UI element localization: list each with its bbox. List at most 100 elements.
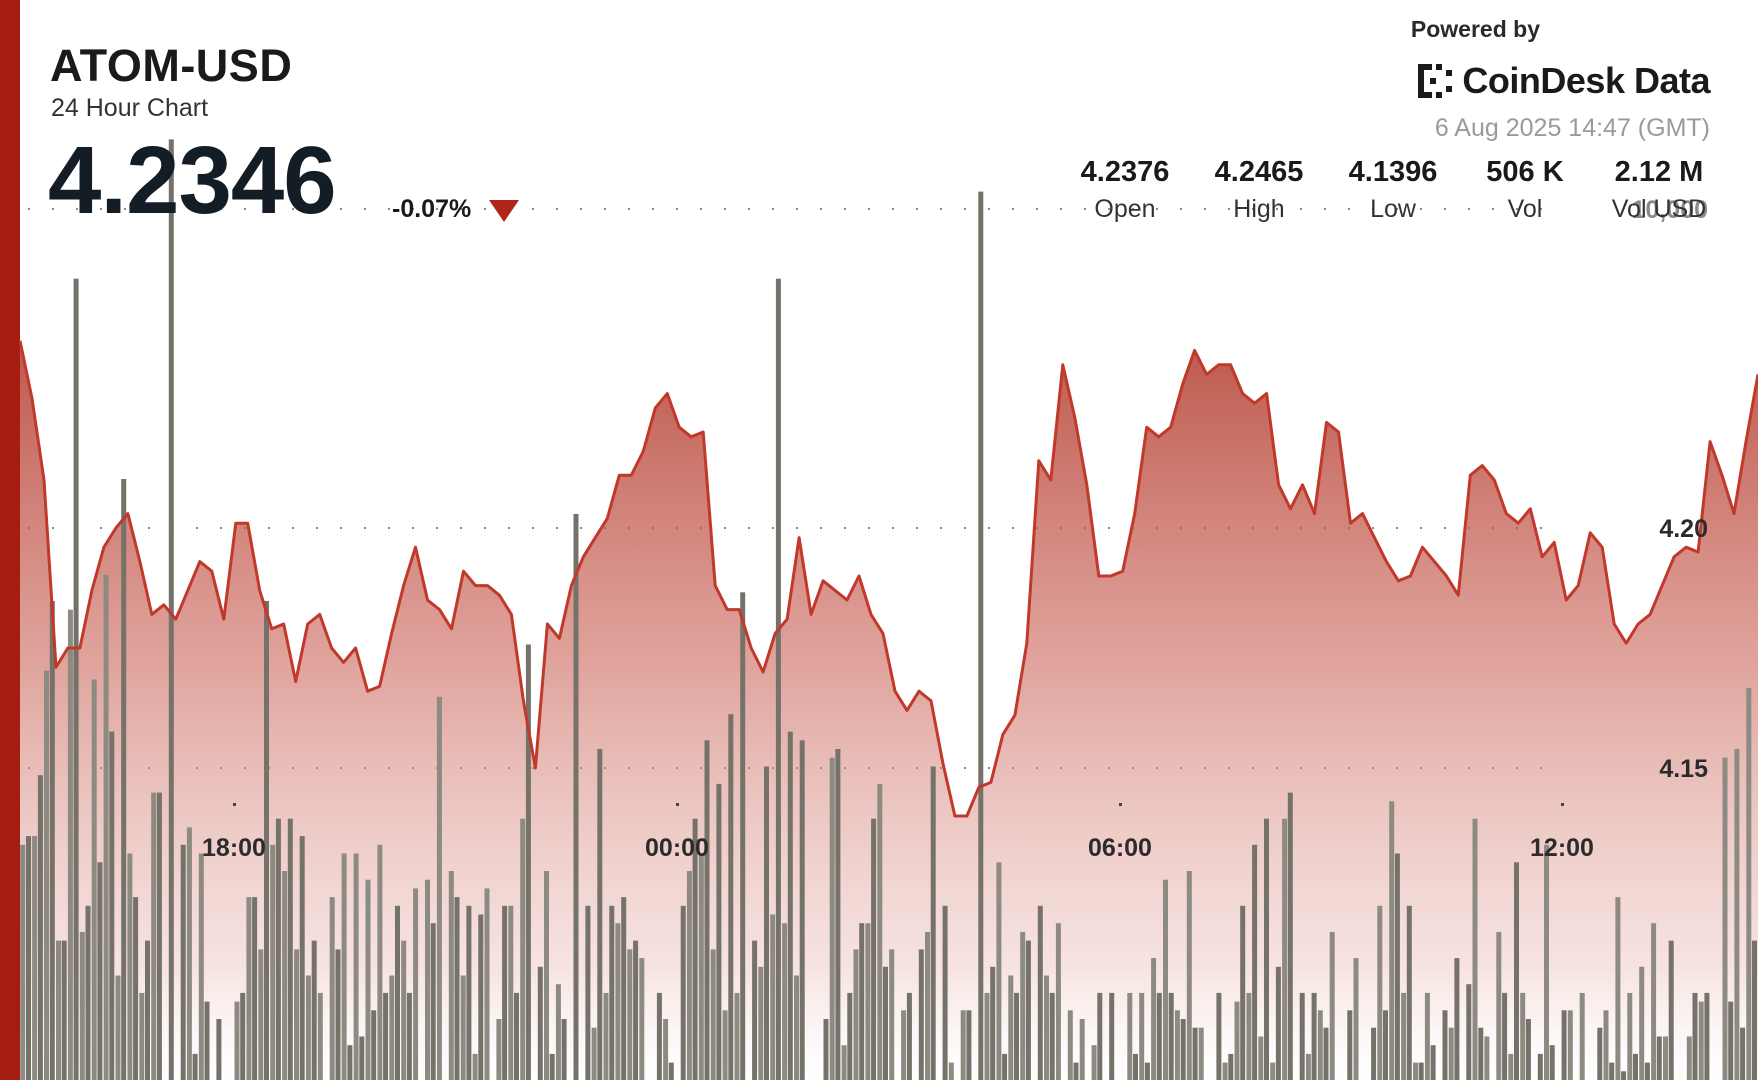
volume-bar (1234, 1001, 1240, 1080)
price-change-percent: -0.07% (392, 195, 472, 223)
volume-bar (1537, 1053, 1543, 1080)
volume-bar (234, 1001, 240, 1080)
volume-bar (1627, 992, 1633, 1080)
volume-bar (1686, 1036, 1692, 1080)
volume-bar (633, 940, 639, 1080)
volume-bar (371, 1010, 377, 1080)
volume-bar (121, 479, 127, 1080)
volume-bar (151, 792, 157, 1080)
volume-bar (508, 905, 514, 1080)
timestamp: 6 Aug 2025 14:47 (GMT) (1434, 114, 1710, 142)
volume-bar (1371, 1027, 1377, 1080)
coindesk-logo-icon (1418, 64, 1453, 98)
volume-bar (942, 905, 948, 1080)
volume-bar (1389, 801, 1395, 1080)
stat-open-label: Open (1094, 195, 1156, 223)
volume-bar (383, 992, 389, 1080)
volume-bar (1025, 940, 1031, 1080)
volume-bar (1609, 1062, 1615, 1080)
volume-bar (829, 757, 835, 1080)
volume-bar (287, 818, 293, 1080)
volume-bar (1014, 992, 1019, 1080)
volume-bar (573, 513, 579, 1080)
volume-bar (1466, 984, 1472, 1080)
volume-bar (240, 992, 246, 1080)
volume-bar (1722, 757, 1728, 1080)
volume-bar (347, 1045, 353, 1080)
volume-bar (1692, 992, 1698, 1080)
volume-bar (258, 949, 264, 1080)
volume-bar (1067, 1010, 1073, 1080)
stat-high-value: 4.2465 (1214, 156, 1304, 188)
volume-bar (1311, 992, 1317, 1080)
volume-bar (1442, 1010, 1448, 1080)
volume-bar (478, 914, 484, 1080)
stat-vol-usd: 2.12 M Vol USD (1594, 156, 1724, 224)
volume-bar (270, 844, 276, 1080)
stat-open: 4.2376 Open (1060, 156, 1190, 224)
volume-bar (1299, 992, 1305, 1080)
volume-bar (264, 601, 269, 1080)
volume-bar (252, 897, 258, 1080)
powered-by-label: Powered by (1410, 16, 1540, 42)
volume-bar (859, 923, 865, 1080)
volume-bar (1401, 992, 1407, 1080)
volume-bar (585, 905, 591, 1080)
volume-bar (680, 905, 686, 1080)
volume-bar (311, 940, 317, 1080)
volume-bar (591, 1027, 597, 1080)
volume-bar (877, 783, 883, 1080)
volume-bar (1073, 1062, 1079, 1080)
volume-bar (365, 879, 371, 1080)
volume-bar (1639, 966, 1645, 1080)
volume-bar (329, 897, 335, 1080)
volume-bar (198, 853, 204, 1080)
volume-bar (758, 966, 764, 1080)
volume-bar (1192, 1027, 1198, 1080)
volume-bar (1746, 688, 1752, 1080)
volume-bar (925, 931, 930, 1080)
volume-bar (734, 992, 740, 1080)
volume-bar (85, 905, 91, 1080)
volume-bar (359, 1036, 365, 1080)
volume-bar (883, 966, 888, 1080)
volume-bar (1037, 905, 1043, 1080)
volume-bar (1448, 1027, 1454, 1080)
stat-low-value: 4.1396 (1348, 156, 1438, 188)
stat-vol-usd-label: Vol USD (1611, 195, 1707, 223)
volume-bar (425, 879, 430, 1080)
volume-bar (1282, 818, 1288, 1080)
volume-bar (1377, 905, 1383, 1080)
volume-bar (597, 749, 603, 1080)
volume-bar (1698, 1001, 1704, 1080)
x-tick-label: 18:00 (202, 834, 266, 862)
volume-bar (341, 853, 347, 1080)
volume-bar (1180, 1019, 1186, 1080)
stat-vol-usd-value: 2.12 M (1614, 156, 1704, 188)
volume-bar (722, 1010, 728, 1080)
volume-bar (847, 992, 853, 1080)
volume-bar (305, 975, 311, 1080)
volume-bar (1502, 992, 1508, 1080)
y-tick-label: 4.15 (1659, 755, 1708, 783)
volume-bar (1651, 923, 1657, 1080)
volume-bar (1579, 992, 1585, 1080)
volume-bar (1091, 1045, 1097, 1080)
volume-bar (1156, 992, 1162, 1080)
volume-bar (1258, 1036, 1264, 1080)
volume-bar (97, 862, 103, 1080)
x-tick-mark (1561, 803, 1564, 806)
volume-bar (1567, 1010, 1573, 1080)
volume-bar (621, 897, 627, 1080)
volume-bar (1525, 1019, 1531, 1080)
volume-bar (406, 992, 412, 1080)
volume-bar (782, 923, 788, 1080)
volume-bar (1008, 975, 1014, 1080)
volume-bar (1633, 1053, 1638, 1080)
volume-bar (1275, 966, 1281, 1080)
volume-bar (865, 923, 871, 1080)
volume-bar (1347, 1010, 1353, 1080)
volume-bar (615, 923, 621, 1080)
volume-bar (990, 966, 996, 1080)
